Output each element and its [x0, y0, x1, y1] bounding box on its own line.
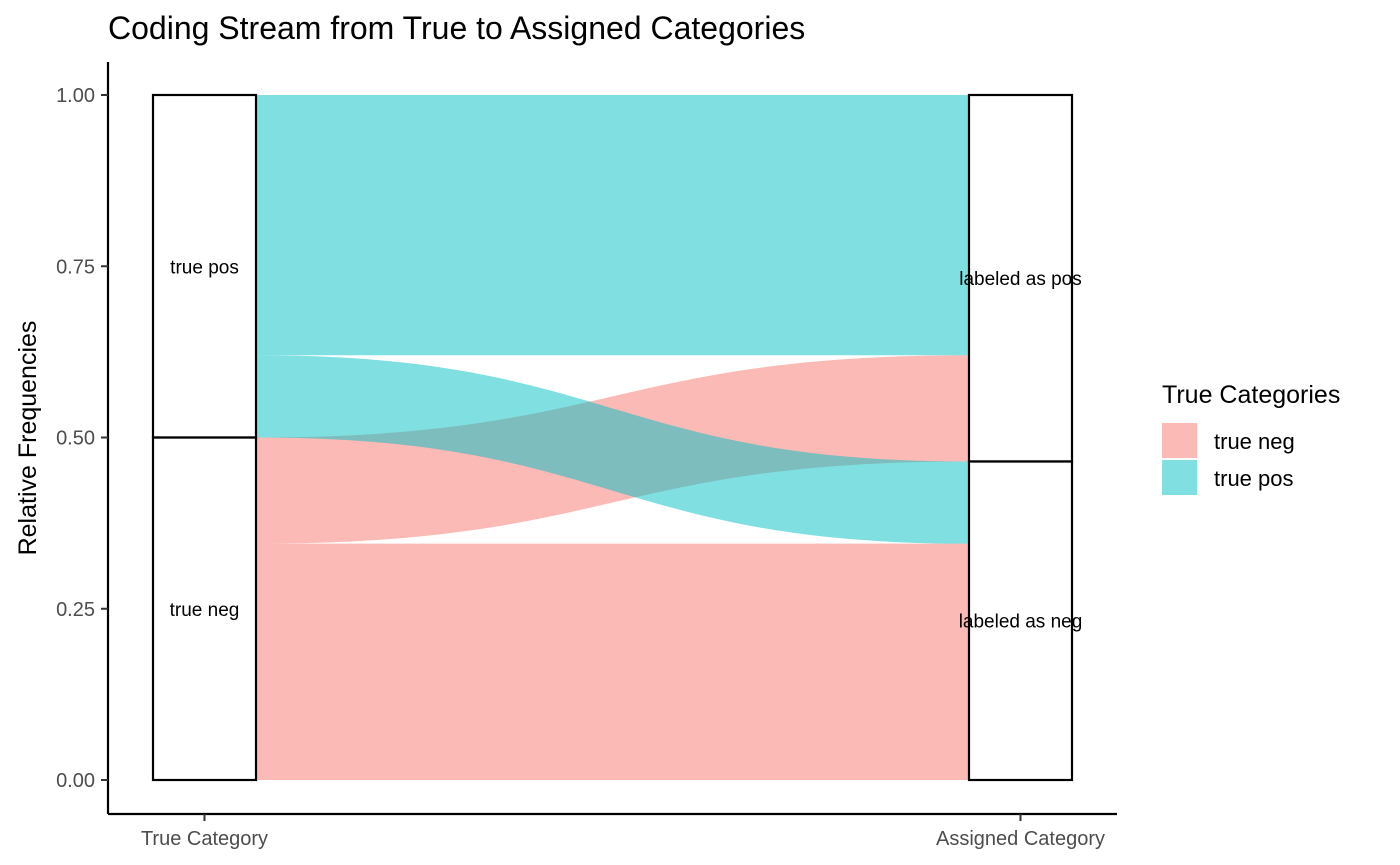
y-axis-title: Relative Frequencies — [14, 321, 42, 556]
y-tick-label: 0.75 — [56, 256, 95, 278]
left-stratum-label: true neg — [170, 600, 240, 621]
flows-layer — [256, 95, 969, 780]
y-tick-label: 0.00 — [56, 770, 95, 792]
legend-key-true-neg — [1162, 423, 1197, 458]
x-tick-label: True Category — [141, 828, 268, 850]
left-stratum-label: true pos — [170, 257, 239, 278]
y-tick-label: 0.25 — [56, 599, 95, 621]
legend-label-true-neg: true neg — [1214, 429, 1295, 454]
legend-title: True Categories — [1162, 381, 1340, 409]
y-tick-label: 0.50 — [56, 428, 95, 450]
strata-layer: true neg true pos labeled as neg labeled as… — [151, 93, 1083, 782]
right-stratum-box-1 — [967, 93, 1074, 463]
axes-layer: 0.00 0.25 0.50 0.75 1.00 True Category Assigne… — [56, 62, 1117, 850]
chart-title: Coding Stream from True to Assigned Cate… — [108, 10, 805, 46]
right-stratum-label: labeled as pos — [959, 269, 1082, 290]
legend: True Categories true neg true pos — [1162, 381, 1340, 495]
right-stratum-label: labeled as neg — [959, 612, 1083, 633]
x-tick-label: Assigned Category — [936, 828, 1105, 850]
flow-true-neg-to-labeled-as-neg — [256, 543, 969, 780]
flow-true-pos-to-labeled-as-neg — [256, 355, 969, 544]
flow-true-pos-to-labeled-as-pos — [256, 95, 969, 356]
legend-key-true-pos — [1162, 460, 1197, 495]
y-tick-label: 1.00 — [56, 85, 95, 107]
legend-label-true-pos: true pos — [1214, 466, 1294, 491]
left-stratum-box-1 — [151, 93, 258, 439]
